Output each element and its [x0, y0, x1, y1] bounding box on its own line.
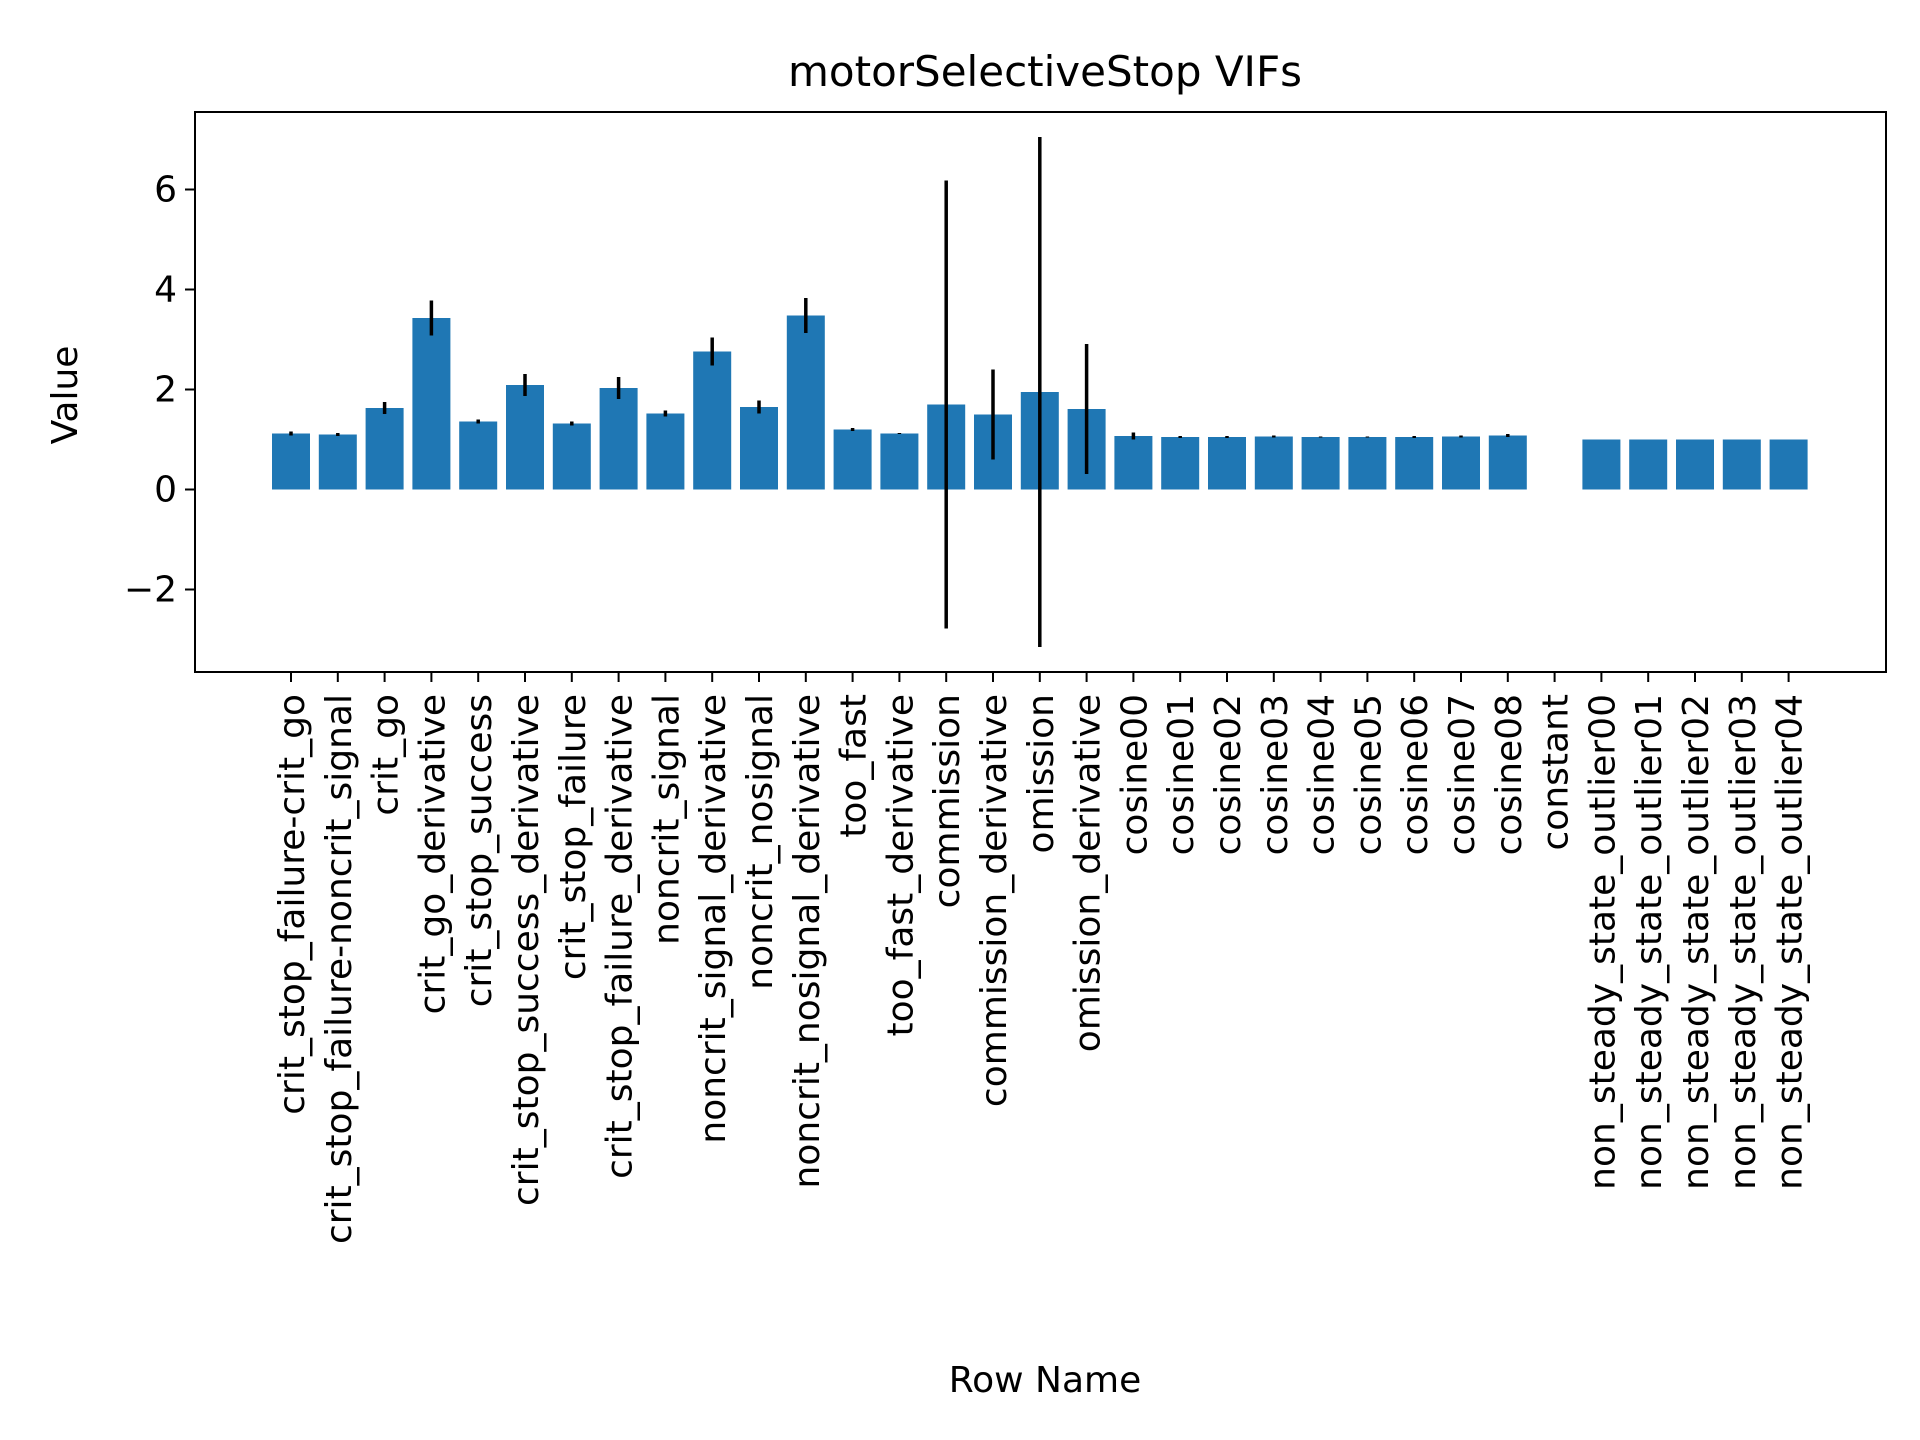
plot-frame — [194, 111, 1887, 673]
x-tick-label: noncrit_nosignal — [740, 694, 781, 990]
x-tick-label: cosine01 — [1161, 694, 1202, 855]
bar — [1395, 437, 1434, 490]
x-tick-label: omission_derivative — [1068, 694, 1109, 1052]
x-tick-label: noncrit_nosignal_derivative — [787, 694, 828, 1188]
bar — [412, 318, 451, 490]
bar — [833, 429, 872, 490]
y-tick-label: 4 — [154, 270, 177, 311]
bar — [1442, 436, 1480, 490]
bar — [1208, 437, 1246, 490]
bar — [459, 421, 498, 490]
x-tick-label: crit_stop_failure-crit_go — [272, 694, 313, 1115]
x-tick-label: omission — [1021, 694, 1062, 853]
x-tick-label: too_fast_derivative — [880, 694, 921, 1037]
bar — [1488, 435, 1527, 490]
x-tick-label: too_fast — [834, 694, 875, 838]
bars-layer — [272, 315, 1808, 490]
x-tick-label: cosine08 — [1489, 694, 1530, 855]
x-tick-label: crit_go_derivative — [412, 694, 453, 1014]
bar — [693, 351, 732, 490]
x-tick-label: commission_derivative — [974, 694, 1015, 1107]
bar — [506, 385, 544, 490]
bar — [1722, 439, 1761, 490]
y-axis-label: Value — [45, 346, 86, 445]
bar — [365, 408, 404, 490]
x-tick-label: commission — [927, 694, 968, 908]
bar — [1769, 439, 1808, 490]
chart-title: motorSelectiveStop VIFs — [788, 47, 1302, 96]
x-tick-label: constant — [1536, 694, 1577, 851]
x-tick-label: crit_stop_success_derivative — [506, 694, 547, 1206]
bar — [880, 433, 919, 490]
x-tick-label: cosine04 — [1302, 694, 1343, 855]
y-tick-label: −2 — [124, 570, 177, 611]
bar — [740, 407, 778, 490]
x-tick-label: crit_stop_failure_derivative — [600, 694, 641, 1179]
x-tick-label: cosine02 — [1208, 694, 1249, 855]
bar — [786, 315, 825, 490]
bar — [1582, 439, 1621, 490]
bar — [1161, 437, 1200, 490]
bar — [1629, 439, 1668, 490]
bar — [1348, 437, 1387, 490]
x-tick-label: noncrit_signal — [646, 694, 687, 945]
error-bars-layer — [289, 137, 1510, 647]
x-tick-label: cosine05 — [1348, 694, 1389, 855]
y-tick-label: 0 — [154, 470, 177, 511]
x-tick-label: cosine00 — [1114, 694, 1155, 855]
x-tick-label: cosine03 — [1255, 694, 1296, 855]
x-tick-label: crit_go — [366, 694, 407, 816]
bar — [1676, 439, 1714, 490]
x-axis: crit_stop_failure-crit_go crit_stop_failu… — [272, 672, 1811, 1244]
x-tick-label: crit_stop_failure — [553, 694, 594, 980]
bar — [552, 423, 591, 490]
y-tick-label: 2 — [154, 370, 177, 411]
bar — [1254, 436, 1293, 490]
bar — [272, 433, 310, 490]
bar — [599, 388, 638, 490]
x-axis-label: Row Name — [949, 1360, 1142, 1401]
bar — [318, 434, 357, 490]
x-tick-label: crit_stop_success — [459, 694, 500, 1007]
x-tick-label: non_steady_state_outlier00 — [1582, 694, 1623, 1190]
x-tick-label: cosine06 — [1395, 694, 1436, 855]
bar — [646, 413, 685, 490]
y-tick-label: 6 — [154, 170, 177, 211]
x-tick-label: non_steady_state_outlier01 — [1629, 694, 1670, 1190]
x-tick-label: non_steady_state_outlier04 — [1770, 694, 1811, 1190]
bar — [1114, 436, 1153, 490]
x-tick-label: non_steady_state_outlier02 — [1676, 694, 1717, 1190]
x-tick-label: non_steady_state_outlier03 — [1723, 694, 1764, 1190]
x-tick-label: noncrit_signal_derivative — [693, 694, 734, 1144]
y-axis: −2 0 2 4 6 — [124, 170, 195, 611]
x-tick-label: cosine07 — [1442, 694, 1483, 855]
x-tick-label: crit_stop_failure-noncrit_signal — [319, 694, 360, 1244]
bar — [1301, 437, 1340, 490]
